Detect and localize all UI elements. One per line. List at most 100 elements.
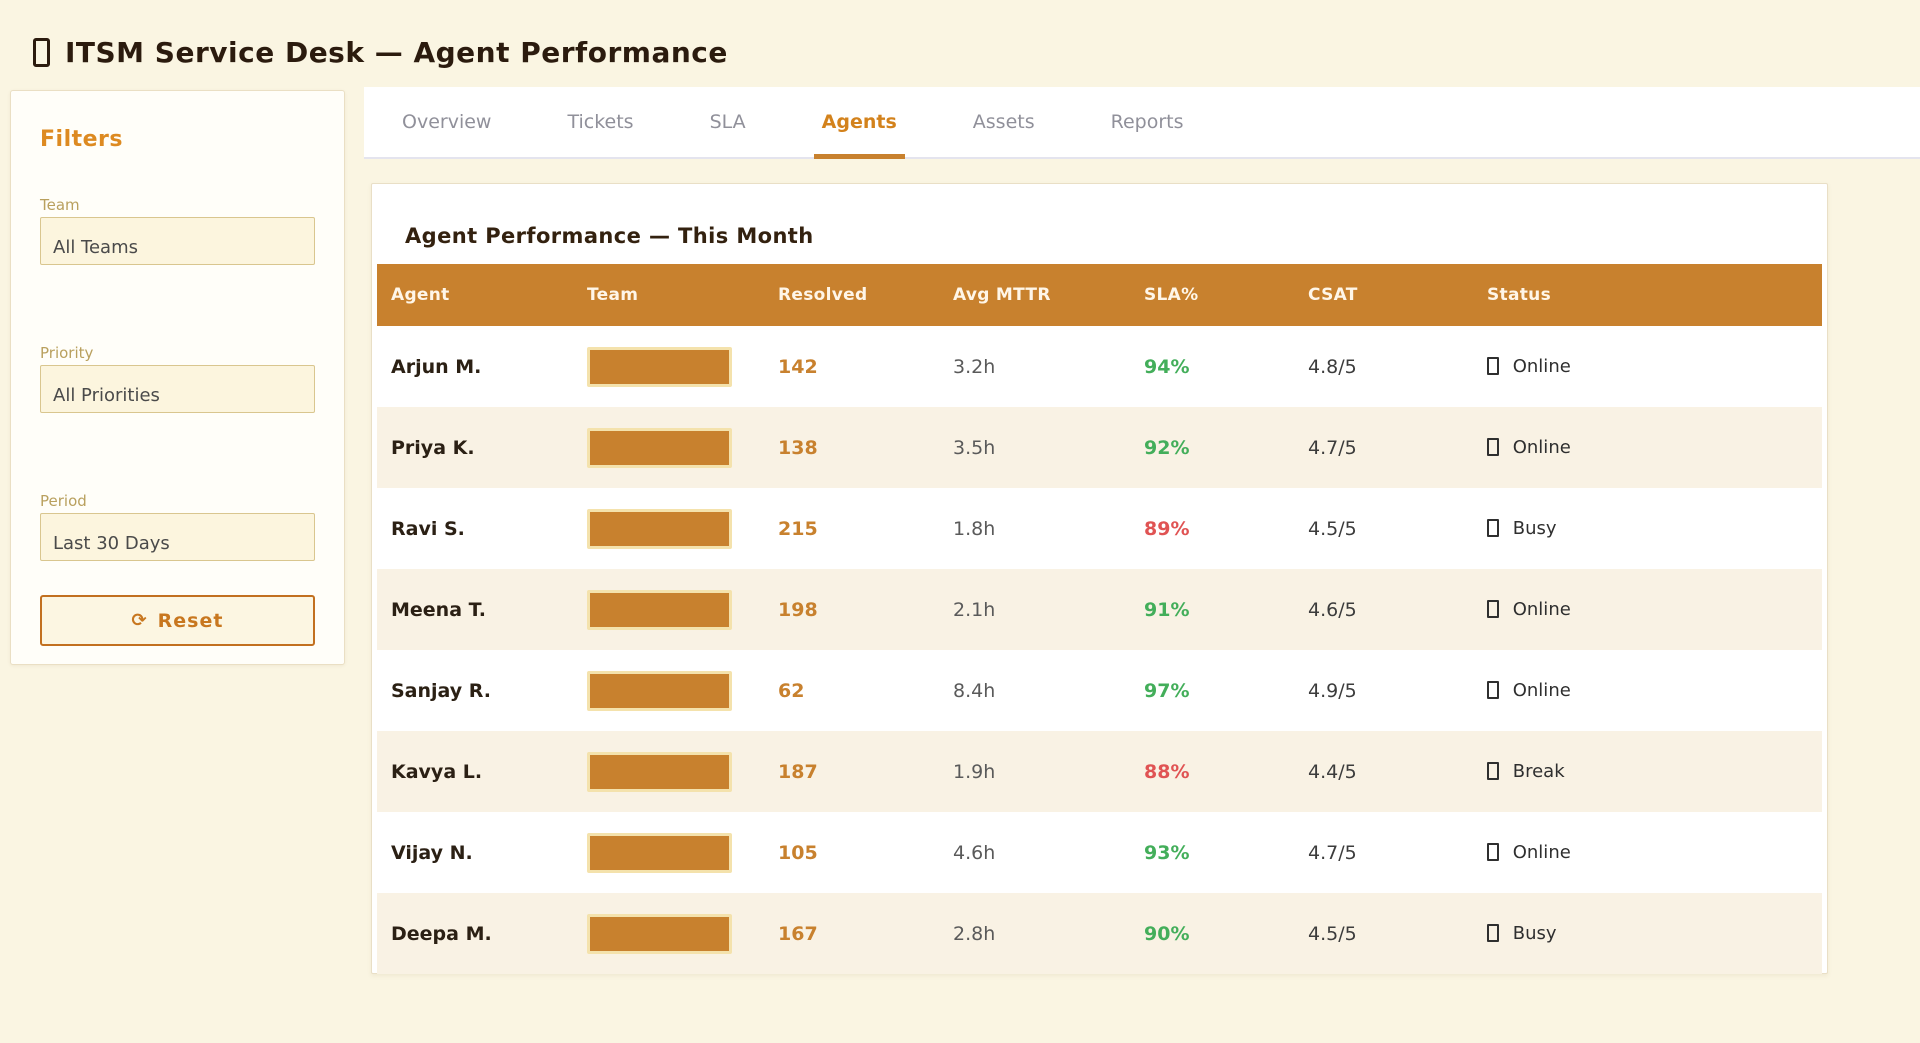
csat-cell: 4.4/5 [1308, 760, 1357, 783]
filter-label: Team [40, 196, 80, 214]
column-header: SLA% [1130, 264, 1294, 326]
filter-select[interactable]: All Teams [40, 217, 315, 265]
status-emoji-placeholder-icon [1487, 681, 1499, 699]
filters-panel: Filters Team All Teams Priority All Prio… [10, 90, 345, 665]
agent-name-cell: Priya K. [391, 436, 475, 459]
tab-label: Tickets [567, 111, 634, 133]
avg-mttr-cell: 2.1h [953, 598, 996, 621]
team-badge [587, 346, 732, 387]
avg-mttr-cell: 8.4h [953, 679, 996, 702]
filter-select[interactable]: Last 30 Days [40, 513, 315, 561]
tab-label: Reports [1110, 111, 1184, 133]
csat-cell: 4.7/5 [1308, 841, 1357, 864]
filter-group: Period Last 30 Days [40, 492, 315, 561]
table-row: Arjun M. 142 3.2h 94% 4.8/5 Online [377, 326, 1822, 407]
team-cell [573, 731, 764, 812]
card-title: Agent Performance — This Month [405, 224, 814, 248]
team-badge [587, 832, 732, 873]
status-label: Online [1512, 437, 1571, 458]
tab[interactable]: Overview [402, 87, 491, 157]
status-label: Break [1512, 761, 1565, 782]
status-cell: Online [1473, 650, 1822, 731]
agent-name-cell: Kavya L. [391, 760, 483, 783]
table-row: Kavya L. 187 1.9h 88% 4.4/5 Break [377, 731, 1822, 812]
column-header: Team [573, 264, 764, 326]
status-cell: Online [1473, 812, 1822, 893]
team-badge [587, 751, 732, 792]
agent-name-cell: Arjun M. [391, 355, 482, 378]
column-header: Status [1473, 264, 1822, 326]
sla-cell: 89% [1144, 517, 1190, 540]
avg-mttr-cell: 3.5h [953, 436, 996, 459]
status-cell: Online [1473, 569, 1822, 650]
column-header: Resolved [764, 264, 939, 326]
csat-cell: 4.8/5 [1308, 355, 1357, 378]
avg-mttr-cell: 1.8h [953, 517, 996, 540]
team-cell [573, 569, 764, 650]
tab-label: Agents [821, 111, 897, 133]
status-cell: Online [1473, 326, 1822, 407]
filter-select[interactable]: All Priorities [40, 365, 315, 413]
column-header: Avg MTTR [939, 264, 1130, 326]
filter-label: Period [40, 492, 87, 510]
status-label: Busy [1512, 518, 1557, 539]
filter-select-value: All Teams [53, 237, 138, 258]
team-badge [587, 427, 732, 468]
table-row: Priya K. 138 3.5h 92% 4.7/5 Online [377, 407, 1822, 488]
team-badge [587, 508, 732, 549]
team-cell [573, 488, 764, 569]
agent-performance-table: Agent Team Resolved Avg MTTR SLA% CSAT S… [377, 264, 1822, 974]
resolved-cell: 167 [778, 922, 818, 945]
filter-group: Team All Teams [40, 196, 315, 265]
team-cell [573, 812, 764, 893]
tab[interactable]: Tickets [567, 87, 633, 157]
refresh-icon: ⟳ [131, 610, 148, 631]
column-header: CSAT [1294, 264, 1473, 326]
table-row: Meena T. 198 2.1h 91% 4.6/5 Online [377, 569, 1822, 650]
agent-name-cell: Vijay N. [391, 841, 473, 864]
status-label: Busy [1512, 923, 1557, 944]
status-label: Online [1512, 356, 1571, 377]
status-label: Online [1512, 680, 1571, 701]
agent-name-cell: Sanjay R. [391, 679, 491, 702]
tab[interactable]: Agents [813, 87, 905, 159]
table-header-row: Agent Team Resolved Avg MTTR SLA% CSAT S… [377, 264, 1822, 326]
csat-cell: 4.7/5 [1308, 436, 1357, 459]
table-row: Ravi S. 215 1.8h 89% 4.5/5 Busy [377, 488, 1822, 569]
sla-cell: 92% [1144, 436, 1190, 459]
resolved-cell: 138 [778, 436, 818, 459]
status-emoji-placeholder-icon [1487, 843, 1499, 861]
csat-cell: 4.5/5 [1308, 922, 1357, 945]
team-badge [587, 913, 732, 954]
tab[interactable]: SLA [710, 87, 746, 157]
tab[interactable]: Reports [1111, 87, 1184, 157]
team-badge [587, 670, 732, 711]
app-emoji-placeholder-icon [33, 38, 50, 67]
column-header: Agent [377, 264, 573, 326]
team-badge [587, 589, 732, 630]
status-emoji-placeholder-icon [1487, 600, 1499, 618]
table-row: Vijay N. 105 4.6h 93% 4.7/5 Online [377, 812, 1822, 893]
csat-cell: 4.6/5 [1308, 598, 1357, 621]
agent-name-cell: Deepa M. [391, 922, 492, 945]
avg-mttr-cell: 4.6h [953, 841, 996, 864]
csat-cell: 4.5/5 [1308, 517, 1357, 540]
avg-mttr-cell: 3.2h [953, 355, 996, 378]
filters-heading: Filters [40, 127, 123, 152]
tab-bar: Overview Tickets SLA Agents Assets Repor… [364, 87, 1920, 159]
reset-button[interactable]: ⟳ Reset [40, 595, 315, 646]
page-title-text: ITSM Service Desk — Agent Performance [65, 36, 728, 69]
resolved-cell: 142 [778, 355, 818, 378]
sla-cell: 91% [1144, 598, 1190, 621]
agent-performance-card: Agent Performance — This Month Agent Tea… [371, 183, 1828, 974]
status-emoji-placeholder-icon [1487, 519, 1499, 537]
agent-name-cell: Ravi S. [391, 517, 465, 540]
agent-name-cell: Meena T. [391, 598, 486, 621]
tab-label: SLA [709, 111, 746, 133]
status-emoji-placeholder-icon [1487, 357, 1499, 375]
status-emoji-placeholder-icon [1487, 438, 1499, 456]
table-body: Arjun M. 142 3.2h 94% 4.8/5 Online Priya… [377, 326, 1822, 974]
team-cell [573, 326, 764, 407]
team-cell [573, 893, 764, 974]
tab[interactable]: Assets [973, 87, 1035, 157]
